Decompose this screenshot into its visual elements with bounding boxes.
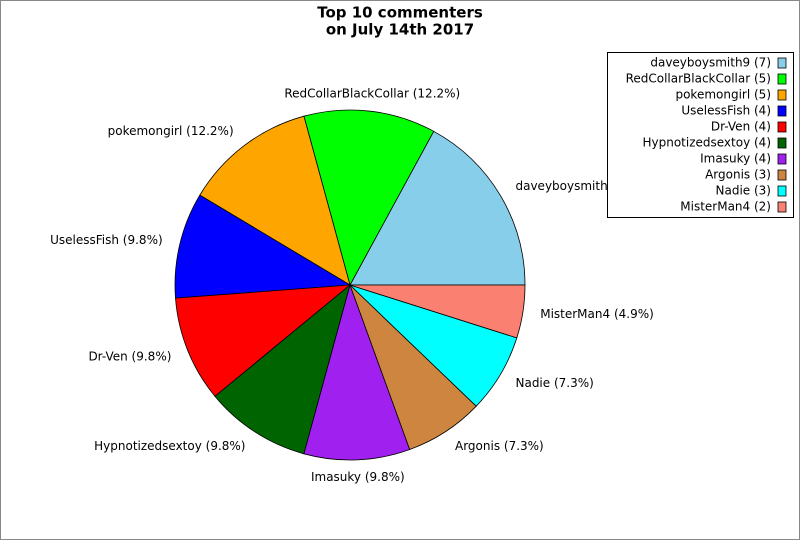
slice-label: UselessFish (9.8%) [50, 233, 163, 247]
legend-label: Argonis (3) [705, 168, 771, 182]
legend-swatch [777, 121, 787, 133]
legend-label: Dr-Ven (4) [711, 120, 771, 134]
legend-swatch [777, 153, 787, 165]
legend-label: Nadie (3) [716, 184, 771, 198]
legend-label: Imasuky (4) [700, 152, 771, 166]
slice-label: pokemongirl (12.2%) [108, 124, 234, 138]
legend-label: Hypnotizedsextoy (4) [642, 136, 771, 150]
pie-slice [175, 284, 352, 397]
pie-slice [303, 283, 411, 461]
legend-swatch [777, 105, 787, 117]
slice-label: RedCollarBlackCollar (12.2%) [284, 86, 460, 100]
legend-label: RedCollarBlackCollar (5) [626, 72, 771, 86]
legend-swatch [777, 137, 787, 149]
legend-swatch [777, 201, 787, 213]
legend-swatch [777, 89, 787, 101]
slice-label: MisterMan4 (4.9%) [540, 307, 654, 321]
slice-label: Nadie (7.3%) [515, 376, 593, 390]
pie-slice [303, 109, 435, 287]
legend-label: MisterMan4 (2) [680, 200, 771, 214]
legend-label: daveyboysmith9 (7) [650, 56, 771, 70]
pie-slice [349, 284, 526, 339]
slice-label: Dr-Ven (9.8%) [88, 349, 171, 363]
slice-label: Imasuky (9.8%) [311, 470, 405, 484]
pie-slice [214, 283, 351, 455]
pie-slice [199, 115, 351, 286]
chart-title: Top 10 commenters [317, 4, 483, 22]
legend-swatch [777, 73, 787, 85]
slice-label: Argonis (7.3%) [455, 439, 544, 453]
legend-label: UselessFish (4) [681, 104, 771, 118]
pie-slice [349, 130, 526, 286]
legend-label: pokemongirl (5) [675, 88, 771, 102]
chart-title: on July 14th 2017 [326, 21, 474, 39]
legend-box [607, 52, 794, 218]
legend-swatch [777, 169, 787, 181]
legend-swatch [777, 185, 787, 197]
pie-slice [174, 194, 352, 299]
legend-swatch [777, 57, 787, 69]
slice-label: Hypnotizedsextoy (9.8%) [94, 439, 245, 453]
